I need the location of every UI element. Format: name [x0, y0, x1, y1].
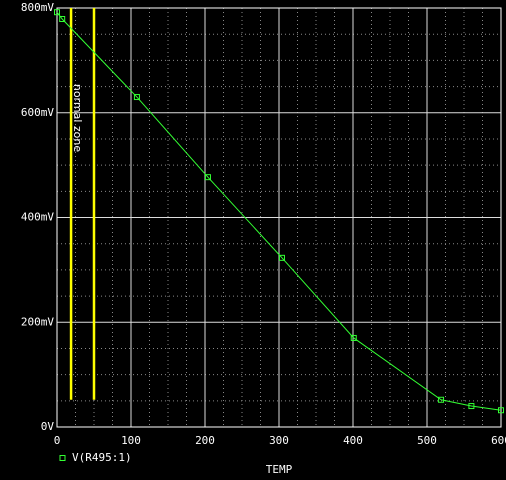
- y-tick-label: 0V: [41, 420, 55, 433]
- x-tick-label: 600: [491, 434, 506, 447]
- y-tick-label: 600mV: [21, 106, 54, 119]
- point-marker: [468, 403, 475, 410]
- point-marker: [59, 15, 66, 22]
- y-tick-label: 400mV: [21, 211, 54, 224]
- legend-label: V(R495:1): [72, 451, 132, 464]
- point-marker: [133, 94, 140, 101]
- x-tick-label: 0: [54, 434, 61, 447]
- point-marker: [54, 9, 60, 16]
- x-axis-label: TEMP: [266, 463, 293, 476]
- x-tick-label: 300: [269, 434, 289, 447]
- legend-marker: [59, 455, 66, 461]
- annotation-text: normal zone: [71, 84, 84, 153]
- line: [56, 11, 502, 411]
- point-marker: [350, 334, 357, 341]
- point-marker: [498, 407, 504, 414]
- plot-frame: [56, 7, 502, 428]
- point-marker: [438, 396, 445, 403]
- x-tick-label: 400: [343, 434, 363, 447]
- x-tick-label: 100: [121, 434, 141, 447]
- y-tick-label: 200mV: [21, 315, 54, 328]
- x-tick-label: 500: [417, 434, 437, 447]
- point-marker: [204, 174, 211, 181]
- y-tick-label: 800mV: [21, 1, 54, 14]
- x-tick-label: 200: [195, 434, 215, 447]
- point-marker: [278, 254, 285, 261]
